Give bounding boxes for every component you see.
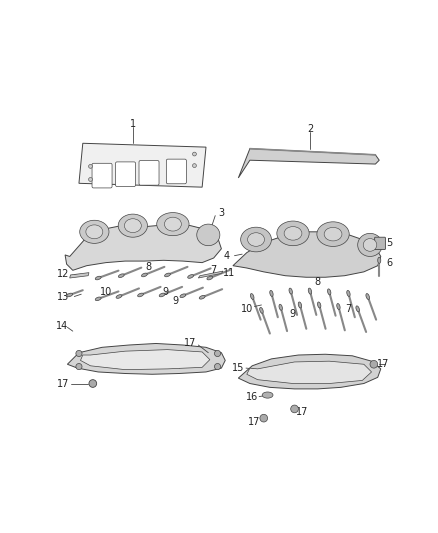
- Ellipse shape: [366, 294, 370, 300]
- Text: 17: 17: [184, 338, 197, 349]
- Polygon shape: [79, 143, 206, 187]
- Ellipse shape: [284, 227, 302, 240]
- Text: 15: 15: [232, 363, 244, 373]
- Circle shape: [370, 360, 378, 368]
- Polygon shape: [65, 224, 221, 270]
- Circle shape: [215, 350, 221, 357]
- Text: 7: 7: [345, 304, 352, 314]
- Text: 17: 17: [248, 417, 261, 427]
- Ellipse shape: [289, 288, 293, 294]
- Ellipse shape: [324, 228, 342, 241]
- Ellipse shape: [270, 290, 273, 296]
- Circle shape: [88, 165, 92, 168]
- Text: 16: 16: [246, 392, 258, 401]
- Ellipse shape: [95, 276, 101, 280]
- Ellipse shape: [277, 221, 309, 246]
- Ellipse shape: [141, 273, 147, 277]
- FancyBboxPatch shape: [116, 162, 135, 187]
- Circle shape: [193, 164, 196, 167]
- Polygon shape: [247, 361, 371, 384]
- Circle shape: [260, 414, 268, 422]
- Ellipse shape: [262, 392, 273, 398]
- Ellipse shape: [279, 304, 283, 310]
- Ellipse shape: [337, 303, 340, 310]
- Text: 17: 17: [296, 407, 308, 417]
- Circle shape: [88, 177, 92, 181]
- Ellipse shape: [317, 222, 349, 246]
- Text: 4: 4: [224, 252, 230, 262]
- Circle shape: [89, 379, 97, 387]
- Ellipse shape: [80, 220, 109, 244]
- Polygon shape: [81, 350, 210, 370]
- Polygon shape: [198, 271, 223, 278]
- Text: 5: 5: [386, 238, 392, 248]
- Ellipse shape: [298, 302, 302, 308]
- Ellipse shape: [207, 276, 213, 280]
- Ellipse shape: [165, 273, 170, 277]
- Text: 11: 11: [223, 269, 235, 278]
- Ellipse shape: [260, 308, 263, 313]
- Circle shape: [193, 152, 196, 156]
- Polygon shape: [70, 273, 89, 278]
- Circle shape: [291, 405, 298, 413]
- Text: 6: 6: [386, 257, 392, 268]
- Ellipse shape: [118, 214, 148, 237]
- Ellipse shape: [251, 294, 254, 300]
- Text: 1: 1: [130, 119, 136, 129]
- Text: 10: 10: [100, 287, 112, 297]
- Ellipse shape: [95, 297, 101, 301]
- Text: 8: 8: [145, 262, 151, 272]
- Text: 14: 14: [56, 321, 68, 331]
- Ellipse shape: [164, 217, 181, 231]
- Circle shape: [76, 364, 82, 370]
- Ellipse shape: [159, 293, 165, 297]
- Ellipse shape: [86, 225, 103, 239]
- Text: 3: 3: [218, 207, 224, 217]
- Ellipse shape: [240, 227, 272, 252]
- Text: 7: 7: [211, 264, 217, 274]
- Ellipse shape: [138, 293, 144, 297]
- Ellipse shape: [356, 306, 360, 312]
- Circle shape: [76, 350, 82, 357]
- Text: 12: 12: [57, 269, 70, 279]
- Text: 10: 10: [240, 304, 253, 314]
- Text: 2: 2: [307, 124, 313, 134]
- Text: 17: 17: [57, 378, 70, 389]
- Ellipse shape: [124, 219, 141, 232]
- Circle shape: [215, 364, 221, 370]
- Ellipse shape: [67, 293, 73, 297]
- Ellipse shape: [328, 289, 331, 295]
- FancyBboxPatch shape: [92, 163, 112, 188]
- Ellipse shape: [318, 302, 321, 308]
- Text: 9: 9: [289, 309, 295, 319]
- Ellipse shape: [118, 274, 124, 278]
- Text: 9: 9: [162, 287, 168, 297]
- Text: 8: 8: [314, 277, 321, 287]
- Ellipse shape: [358, 233, 382, 256]
- Ellipse shape: [363, 239, 377, 251]
- Ellipse shape: [308, 288, 311, 294]
- Text: 9: 9: [172, 296, 178, 306]
- Ellipse shape: [116, 295, 122, 298]
- FancyBboxPatch shape: [374, 237, 385, 249]
- Ellipse shape: [199, 295, 205, 299]
- Ellipse shape: [187, 274, 194, 278]
- Text: 17: 17: [377, 359, 389, 369]
- FancyBboxPatch shape: [139, 160, 159, 185]
- Ellipse shape: [247, 233, 265, 246]
- Ellipse shape: [180, 294, 186, 297]
- Ellipse shape: [347, 290, 350, 296]
- Text: 13: 13: [57, 292, 70, 302]
- FancyBboxPatch shape: [166, 159, 186, 184]
- Polygon shape: [238, 354, 381, 389]
- Ellipse shape: [157, 213, 189, 236]
- Polygon shape: [67, 343, 225, 374]
- Ellipse shape: [197, 224, 220, 246]
- Polygon shape: [233, 232, 381, 277]
- Ellipse shape: [378, 257, 381, 263]
- Polygon shape: [238, 149, 379, 178]
